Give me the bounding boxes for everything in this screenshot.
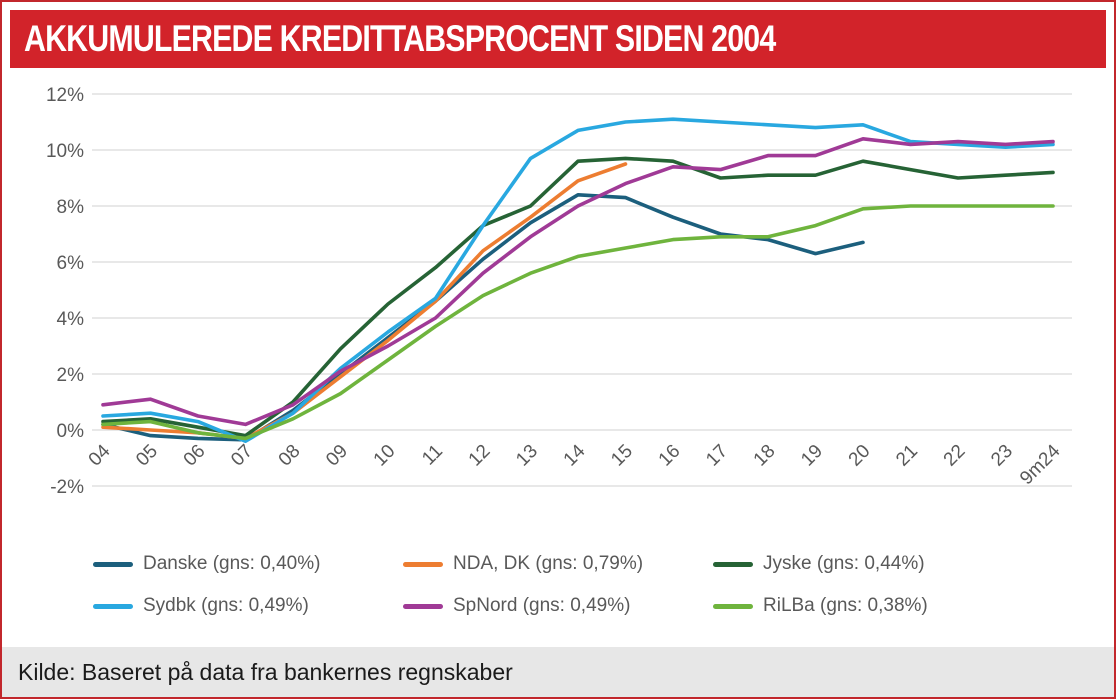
legend-item-spnord: SpNord (gns: 0,49%) [403, 595, 713, 617]
legend-label-rilba: RiLBa (gns: 0,38%) [763, 595, 928, 616]
legend-item-nda-dk: NDA, DK (gns: 0,79%) [403, 553, 713, 575]
line-chart: 12% 10% 8% 6% 4% 2% 0% -2%04 05 06 07 08 09 10 11 12 13 1… [46, 85, 1072, 498]
x-axis-label: 19 [797, 441, 827, 471]
source-bar: Kilde: Baseret på data fra bankernes reg… [2, 647, 1114, 697]
legend-item-jyske: Jyske (gns: 0,44%) [713, 553, 1023, 575]
y-axis-label: 0% [57, 421, 85, 442]
x-axis-label: 18 [750, 441, 780, 471]
legend-label-danske: Danske (gns: 0,40%) [143, 553, 321, 574]
x-axis-label: 08 [275, 441, 305, 471]
x-axis-label: 17 [702, 441, 732, 471]
series-line-nda-dk [101, 162, 628, 441]
series-line-sydbk [101, 117, 1055, 443]
series-line-rilba [101, 204, 1055, 441]
legend-item-danske: Danske (gns: 0,40%) [93, 553, 403, 575]
legend-label-jyske: Jyske (gns: 0,44%) [763, 553, 925, 574]
x-axis-label: 21 [892, 441, 922, 471]
x-axis-label: 07 [227, 441, 257, 471]
chart-title: AKKUMULEREDE KREDITTABSPROCENT SIDEN 200… [24, 18, 776, 59]
legend-swatch-rilba [713, 603, 753, 609]
x-axis-label: 06 [180, 441, 210, 471]
y-axis-label: 4% [57, 309, 85, 330]
legend-label-sydbk: Sydbk (gns: 0,49%) [143, 595, 309, 616]
x-axis-label: 14 [560, 440, 590, 470]
x-axis-label: 16 [655, 441, 685, 471]
y-axis-label: -2% [50, 477, 84, 498]
series-line-jyske [101, 156, 1055, 438]
x-axis-label: 20 [845, 441, 875, 471]
title-bar: AKKUMULEREDE KREDITTABSPROCENT SIDEN 200… [10, 10, 1106, 68]
x-axis-label: 23 [987, 441, 1017, 471]
x-axis-label: 22 [940, 441, 970, 471]
x-axis-label: 05 [132, 441, 162, 471]
legend-swatch-danske [93, 561, 133, 567]
legend-swatch-sydbk [93, 603, 133, 609]
legend-label-spnord: SpNord (gns: 0,49%) [453, 595, 631, 616]
x-axis-label: 12 [465, 441, 495, 471]
y-axis-label: 6% [57, 253, 85, 274]
series-line-danske [101, 193, 865, 442]
legend-swatch-jyske [713, 561, 753, 567]
chart-area: 12% 10% 8% 6% 4% 2% 0% -2% 04 05 06 07 08 09 10 11 12 13 1… [2, 68, 1114, 551]
legend-swatch-spnord [403, 603, 443, 609]
series-line-spnord [101, 137, 1055, 427]
chart-legend: Danske (gns: 0,40%) NDA, DK (gns: 0,79%) J… [93, 553, 1023, 617]
source-text: Kilde: Baseret på data fra bankernes reg… [18, 658, 513, 685]
x-axis-label: 04 [85, 440, 115, 470]
legend-item-sydbk: Sydbk (gns: 0,49%) [93, 595, 403, 617]
legend-item-rilba: RiLBa (gns: 0,38%) [713, 595, 1023, 617]
x-axis-label: 15 [607, 441, 637, 471]
legend-swatch-nda-dk [403, 561, 443, 567]
y-axis-label: 10% [46, 141, 84, 162]
y-axis-label: 8% [57, 197, 85, 218]
legend-label-nda-dk: NDA, DK (gns: 0,79%) [453, 553, 644, 574]
x-axis-label: 13 [512, 441, 542, 471]
x-axis-label: 9m24 [1016, 440, 1065, 489]
y-axis-label: 2% [57, 365, 85, 386]
y-axis-label: 12% [46, 85, 84, 106]
x-axis-label: 09 [322, 441, 352, 471]
x-axis-label: 11 [418, 441, 447, 470]
x-axis-label: 10 [370, 441, 400, 471]
